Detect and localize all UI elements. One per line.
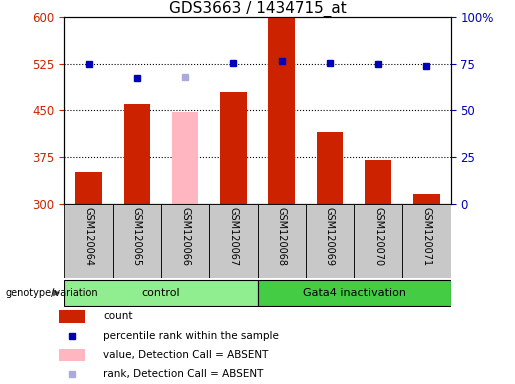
Text: GSM120064: GSM120064 [83,207,94,266]
Text: count: count [103,311,132,321]
Text: GSM120071: GSM120071 [421,207,432,266]
Bar [161,204,209,278]
Text: GSM120070: GSM120070 [373,207,383,266]
Bar [64,280,258,306]
Bar [75,172,102,204]
Bar [64,204,113,278]
Bar [306,204,354,278]
Bar [258,204,306,278]
Bar [124,104,150,204]
Text: rank, Detection Call = ABSENT: rank, Detection Call = ABSENT [103,369,263,379]
Bar [413,194,440,204]
Bar [268,17,295,204]
Bar [209,204,258,278]
Text: control: control [142,288,180,298]
Text: GSM120067: GSM120067 [228,207,238,266]
Text: GSM120068: GSM120068 [277,207,287,266]
Bar [402,204,451,278]
Bar [354,204,402,278]
Bar [113,204,161,278]
Bar [317,132,343,204]
Text: GSM120066: GSM120066 [180,207,190,266]
Bar [220,92,247,204]
Text: GSM120065: GSM120065 [132,207,142,266]
Bar [59,349,85,361]
Text: Gata4 inactivation: Gata4 inactivation [303,288,406,298]
Bar [59,310,85,323]
Bar [258,280,451,306]
Bar [172,112,198,204]
Text: percentile rank within the sample: percentile rank within the sample [103,331,279,341]
Title: GDS3663 / 1434715_at: GDS3663 / 1434715_at [168,1,347,17]
Text: genotype/variation: genotype/variation [5,288,98,298]
Text: GSM120069: GSM120069 [325,207,335,266]
Bar [365,160,391,204]
Text: value, Detection Call = ABSENT: value, Detection Call = ABSENT [103,350,268,360]
